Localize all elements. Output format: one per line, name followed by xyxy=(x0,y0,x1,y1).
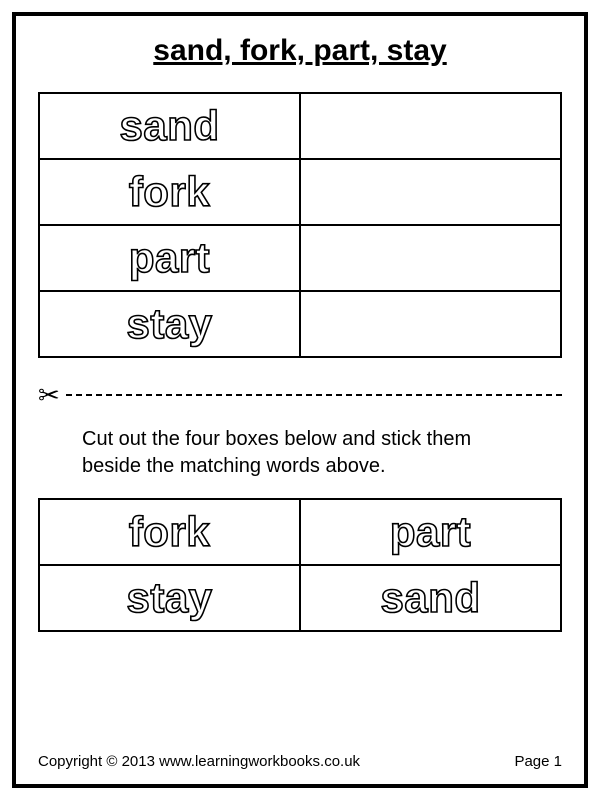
scissors-icon: ✂ xyxy=(38,382,60,408)
table-row: sand xyxy=(39,93,561,159)
word-cell: sand xyxy=(39,93,300,159)
blank-cell xyxy=(300,225,561,291)
cut-dashes xyxy=(66,394,562,396)
cutout-cell: sand xyxy=(300,565,561,631)
cutout-cell: fork xyxy=(39,499,300,565)
cutout-table: fork part stay sand xyxy=(38,498,562,632)
table-row: fork part xyxy=(39,499,561,565)
table-row: stay sand xyxy=(39,565,561,631)
matching-table: sand fork part stay xyxy=(38,92,562,358)
word-text: fork xyxy=(129,508,210,555)
word-text: sand xyxy=(119,102,219,149)
table-row: part xyxy=(39,225,561,291)
word-cell: fork xyxy=(39,159,300,225)
copyright-text: Copyright © 2013 www.learningworkbooks.c… xyxy=(38,753,360,770)
table-row: stay xyxy=(39,291,561,357)
word-text: fork xyxy=(129,168,210,215)
word-text: sand xyxy=(380,574,480,621)
page-number: Page 1 xyxy=(514,753,562,770)
word-text: part xyxy=(390,508,471,555)
word-text: stay xyxy=(126,574,212,621)
blank-cell xyxy=(300,291,561,357)
cutout-cell: stay xyxy=(39,565,300,631)
instructions-text: Cut out the four boxes below and stick t… xyxy=(82,426,512,480)
blank-cell xyxy=(300,93,561,159)
cut-line: ✂ xyxy=(38,382,562,408)
word-text: stay xyxy=(126,300,212,347)
worksheet-page: sand, fork, part, stay sand fork part st… xyxy=(12,12,588,788)
page-title: sand, fork, part, stay xyxy=(38,34,562,68)
word-cell: stay xyxy=(39,291,300,357)
word-cell: part xyxy=(39,225,300,291)
table-row: fork xyxy=(39,159,561,225)
blank-cell xyxy=(300,159,561,225)
cutout-cell: part xyxy=(300,499,561,565)
word-text: part xyxy=(129,234,210,281)
page-footer: Copyright © 2013 www.learningworkbooks.c… xyxy=(38,739,562,770)
